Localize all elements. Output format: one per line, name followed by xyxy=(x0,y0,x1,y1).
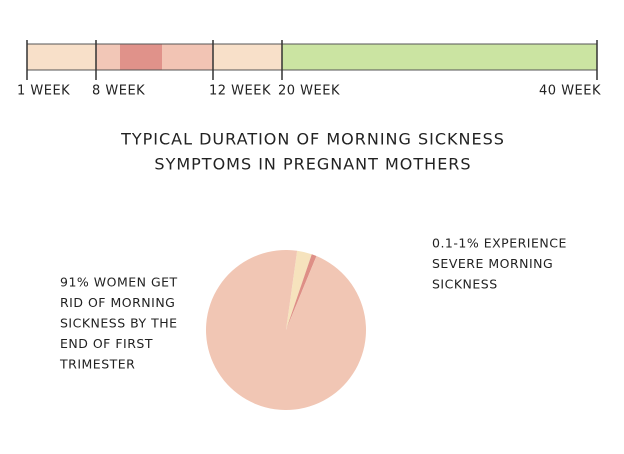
segment xyxy=(96,44,120,70)
annotation: END OF FIRST xyxy=(60,336,153,351)
segment xyxy=(213,44,282,70)
tick-label: 20 WEEK xyxy=(278,84,340,99)
annotation: SEVERE MORNING xyxy=(432,256,553,271)
segment xyxy=(120,44,162,70)
chart-title: TYPICAL DURATION OF MORNING SICKNESS xyxy=(120,130,505,149)
tick-label: 8 WEEK xyxy=(92,84,145,99)
pie-slice xyxy=(286,250,312,330)
pie-slice xyxy=(206,250,366,410)
annotation: 0.1-1% EXPERIENCE xyxy=(432,236,567,251)
annotation: 91% WOMEN GET xyxy=(60,275,178,290)
segment xyxy=(282,44,597,70)
annotation: RID OF MORNING xyxy=(60,295,175,310)
tick-label: 12 WEEK xyxy=(209,84,271,99)
tick-label: 1 WEEK xyxy=(17,84,70,99)
annotation: SICKNESS xyxy=(432,277,498,292)
chart-title: SYMPTOMS IN PREGNANT MOTHERS xyxy=(154,155,471,174)
pie-slice xyxy=(286,254,317,330)
segment xyxy=(27,44,96,70)
annotation: TRIMESTER xyxy=(59,357,135,372)
timeline-bar xyxy=(26,43,598,71)
tick-label: 40 WEEK xyxy=(539,84,601,99)
segment xyxy=(162,44,213,70)
annotation: SICKNESS BY THE xyxy=(60,316,178,331)
